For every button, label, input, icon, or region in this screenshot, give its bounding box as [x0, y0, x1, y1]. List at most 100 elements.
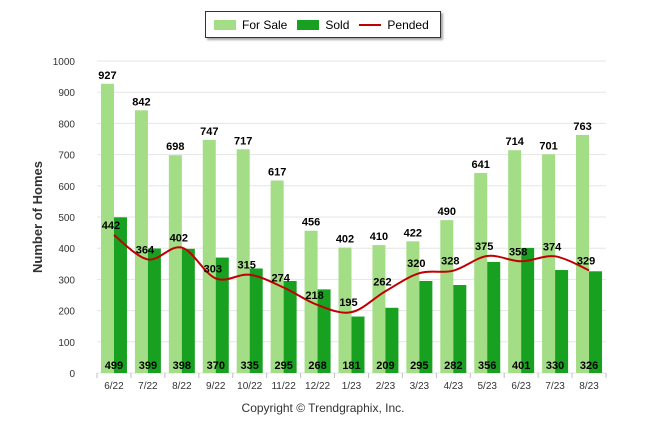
- pended-value-label: 320: [407, 258, 425, 270]
- sold-value-label: 399: [139, 360, 157, 372]
- for-sale-value-label: 698: [166, 141, 184, 153]
- pended-value-label: 374: [543, 241, 562, 253]
- pended-value-label: 303: [204, 263, 222, 275]
- for-sale-value-label: 842: [132, 96, 150, 108]
- pended-value-label: 315: [238, 260, 256, 272]
- x-tick-label: 6/22: [104, 381, 124, 392]
- for-sale-value-label: 456: [302, 217, 320, 229]
- pended-line: [113, 234, 590, 314]
- legend-item-for-sale: For Sale: [214, 18, 287, 32]
- pended-value-label: 274: [271, 273, 290, 285]
- for-sale-value-label: 402: [336, 234, 354, 246]
- x-tick-label: 10/22: [237, 381, 262, 392]
- for-sale-value-label: 701: [539, 140, 557, 152]
- y-tick-label: 900: [58, 88, 75, 99]
- sold-bar: [351, 316, 365, 373]
- x-tick-label: 4/23: [444, 381, 464, 392]
- sold-bar: [521, 247, 535, 373]
- for-sale-bar: [168, 155, 182, 373]
- legend-label-pended: Pended: [387, 17, 429, 32]
- for-sale-bar: [440, 220, 454, 373]
- x-tick-label: 8/23: [579, 381, 599, 392]
- legend-item-pended: Pended: [359, 17, 429, 32]
- x-tick-label: 3/23: [410, 381, 430, 392]
- y-tick-label: 200: [58, 307, 75, 318]
- sold-value-label: 370: [207, 360, 225, 372]
- y-tick-label: 600: [58, 182, 75, 193]
- y-tick-label: 800: [58, 119, 75, 130]
- sold-bar: [589, 271, 603, 373]
- for-sale-bar: [474, 173, 488, 373]
- sold-bar: [181, 248, 195, 373]
- legend-item-sold: Sold: [297, 18, 349, 32]
- sold-value-label: 326: [580, 360, 598, 372]
- for-sale-bar: [202, 139, 216, 373]
- pended-value-label: 329: [577, 255, 595, 267]
- for-sale-value-label: 763: [573, 121, 591, 133]
- x-tick-label: 12/22: [305, 381, 330, 392]
- for-sale-value-label: 927: [98, 70, 116, 82]
- sold-value-label: 295: [274, 360, 292, 372]
- pended-value-label: 442: [102, 220, 120, 232]
- for-sale-bar: [542, 154, 556, 373]
- x-tick-label: 7/23: [545, 381, 565, 392]
- pended-value-label: 262: [373, 276, 391, 288]
- y-tick-label: 700: [58, 151, 75, 162]
- x-tick-label: 7/22: [138, 381, 158, 392]
- sold-value-label: 401: [512, 360, 530, 372]
- chart-legend: For Sale Sold Pended: [205, 11, 441, 38]
- sold-swatch: [297, 19, 320, 30]
- y-tick-label: 0: [69, 369, 75, 380]
- sold-value-label: 356: [478, 360, 496, 372]
- sold-value-label: 268: [308, 360, 326, 372]
- for-sale-value-label: 641: [472, 159, 490, 171]
- sold-bar: [555, 270, 569, 373]
- for-sale-value-label: 714: [505, 136, 524, 148]
- sold-bar: [453, 285, 467, 373]
- sold-bar: [487, 261, 501, 373]
- pended-value-label: 402: [170, 233, 188, 245]
- pended-value-label: 375: [475, 241, 493, 253]
- x-tick-label: 2/23: [376, 381, 396, 392]
- sold-bar: [385, 307, 399, 373]
- sold-bar: [283, 280, 297, 373]
- pended-value-label: 364: [136, 244, 155, 256]
- for-sale-bar: [236, 149, 250, 373]
- sold-value-label: 335: [241, 360, 259, 372]
- for-sale-value-label: 617: [268, 166, 286, 178]
- y-tick-label: 400: [58, 244, 75, 255]
- pended-value-label: 358: [509, 246, 527, 258]
- for-sale-bar: [372, 245, 386, 373]
- for-sale-value-label: 717: [234, 135, 252, 147]
- sold-value-label: 181: [342, 360, 360, 372]
- pended-value-label: 218: [305, 290, 323, 302]
- y-tick-label: 500: [58, 213, 75, 224]
- sold-bar: [317, 289, 331, 373]
- x-tick-label: 11/22: [271, 381, 296, 392]
- copyright-credit: Copyright © Trendgraphix, Inc.: [241, 401, 405, 415]
- sold-bar: [113, 217, 127, 373]
- for-sale-bar: [508, 150, 522, 373]
- sold-value-label: 330: [546, 360, 564, 372]
- x-tick-label: 6/23: [511, 381, 531, 392]
- y-axis-title: Number of Homes: [30, 161, 45, 273]
- for-sale-bar: [134, 110, 148, 374]
- sold-value-label: 398: [173, 360, 191, 372]
- y-tick-label: 100: [58, 338, 75, 349]
- sold-value-label: 209: [376, 360, 394, 372]
- sold-bar: [147, 248, 161, 373]
- legend-label-sold: Sold: [325, 17, 350, 32]
- sold-value-label: 282: [444, 360, 462, 372]
- sold-value-label: 295: [410, 360, 428, 372]
- sold-bar: [419, 280, 433, 373]
- for-sale-value-label: 410: [370, 231, 388, 243]
- for-sale-bar: [100, 83, 114, 373]
- x-tick-label: 8/22: [172, 381, 192, 392]
- sold-bar: [215, 257, 229, 373]
- for-sale-swatch: [214, 19, 236, 30]
- for-sale-bar: [338, 247, 352, 373]
- y-tick-label: 300: [58, 275, 75, 286]
- sold-bar: [249, 268, 263, 373]
- legend-label-for-sale: For Sale: [242, 17, 288, 32]
